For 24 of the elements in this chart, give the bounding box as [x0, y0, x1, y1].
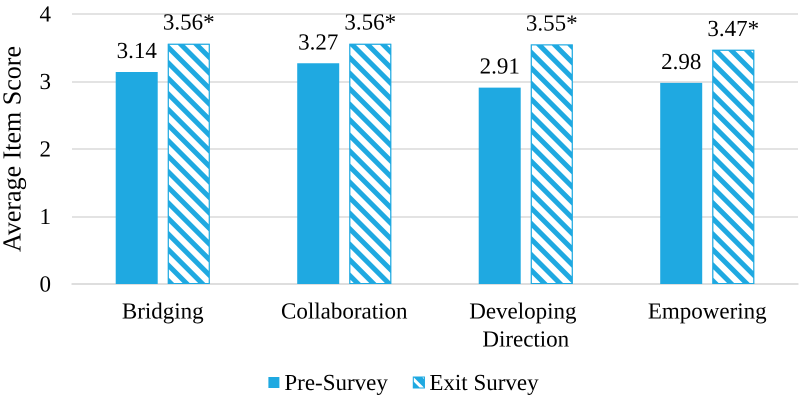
x-tick-label: Empowering [648, 298, 768, 324]
data-label: 3.55* [526, 10, 578, 36]
y-axis-title: Average Item Score [0, 46, 26, 252]
legend-label: Exit Survey [429, 370, 540, 395]
data-label: 3.27 [298, 29, 338, 54]
bar [116, 72, 158, 284]
x-tick-label: Bridging [122, 298, 204, 324]
data-label: 3.56* [162, 10, 215, 35]
data-label: 3.14 [116, 38, 158, 64]
bar [478, 88, 521, 284]
y-tick-label: 4 [40, 2, 52, 26]
bar [297, 63, 340, 284]
data-label: 2.91 [480, 54, 520, 79]
data-label: 3.47* [707, 16, 760, 41]
data-label: 3.56* [344, 10, 396, 35]
legend-label: Pre-Survey [284, 370, 388, 395]
data-label: 2.98 [661, 48, 702, 74]
y-tick-label: 1 [40, 204, 51, 229]
x-tick-label: Developing Direction [469, 298, 582, 352]
bar [660, 82, 702, 284]
y-tick-label: 2 [40, 136, 51, 162]
x-tick-label: Collaboration [281, 298, 408, 324]
y-tick-label: 3 [40, 69, 51, 94]
y-tick-label: 0 [40, 272, 51, 296]
